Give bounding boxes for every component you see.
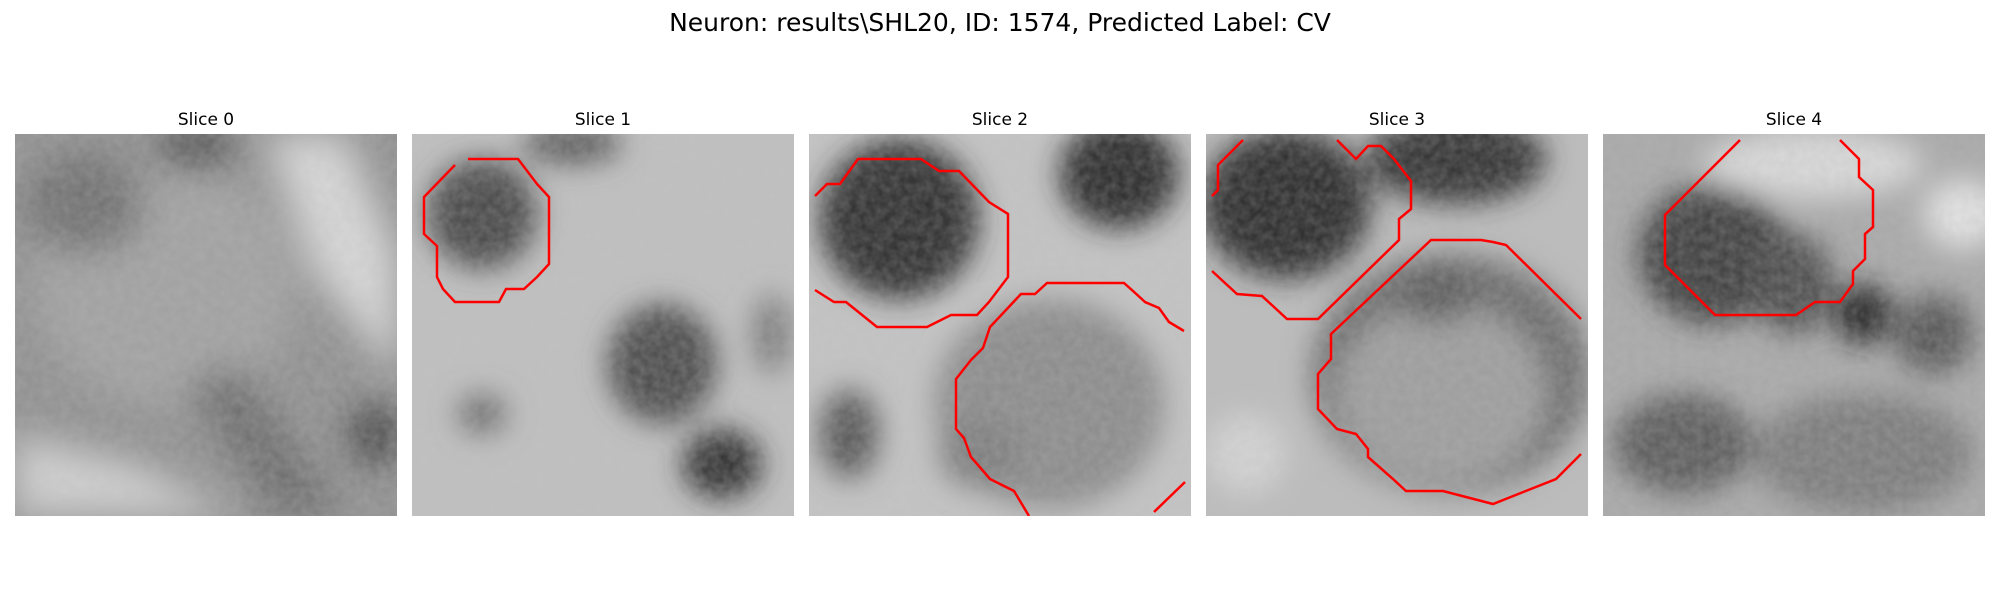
contour-line — [1316, 238, 1582, 506]
contour-line — [954, 281, 1185, 516]
slice-title: Slice 1 — [574, 110, 632, 130]
contour-line — [422, 157, 551, 304]
slice-title: Slice 2 — [971, 110, 1029, 130]
contour-line — [1211, 139, 1413, 321]
slice-image-0 — [15, 134, 397, 516]
contour-line — [1211, 139, 1244, 197]
slice-image-1 — [412, 134, 794, 516]
slice-image-3 — [1206, 134, 1588, 516]
slice-title: Slice 0 — [177, 110, 235, 130]
slice-title: Slice 4 — [1765, 110, 1823, 130]
slice-image-4 — [1603, 134, 1985, 516]
slice-image-2 — [809, 134, 1191, 516]
figure-title: Neuron: results\SHL20, ID: 1574, Predict… — [669, 8, 1331, 37]
contour-line — [814, 157, 1010, 329]
contour-line — [1153, 481, 1186, 513]
slice-title: Slice 3 — [1368, 110, 1426, 130]
contour-line — [1663, 139, 1875, 317]
